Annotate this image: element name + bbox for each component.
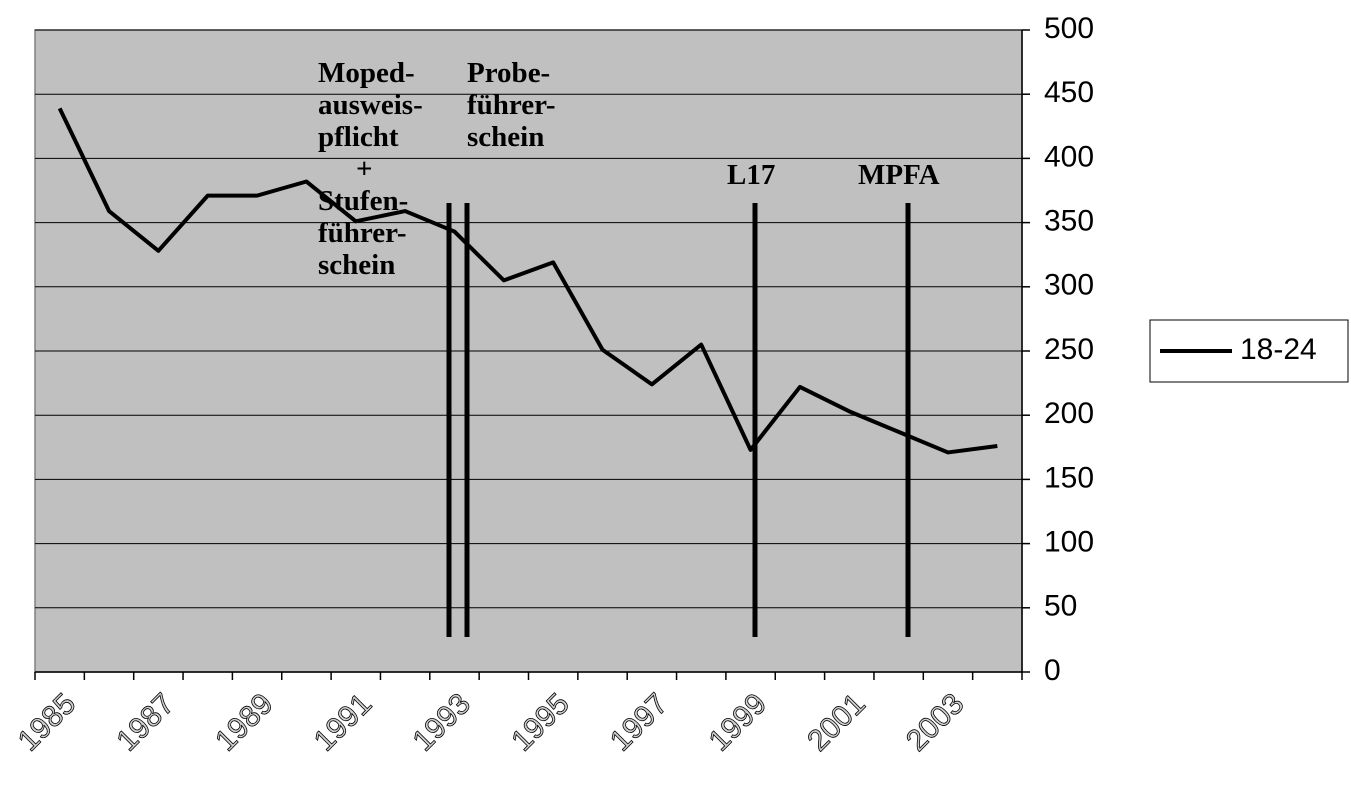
x-tick-label: 1989 bbox=[209, 687, 280, 758]
annotation-text: Probe- bbox=[467, 57, 550, 89]
x-tick-label: 1991 bbox=[308, 687, 379, 758]
y-tick-label: 50 bbox=[1044, 590, 1077, 623]
y-tick-label: 150 bbox=[1044, 461, 1094, 494]
x-tick-label: 1987 bbox=[110, 687, 181, 758]
x-tick-label: 2003 bbox=[900, 687, 971, 758]
annotation-text: schein bbox=[467, 121, 544, 153]
annotation-text: schein bbox=[318, 249, 395, 281]
annotation-text: ausweis- bbox=[318, 89, 423, 121]
y-tick-label: 0 bbox=[1044, 654, 1061, 687]
y-tick-label: 400 bbox=[1044, 140, 1094, 173]
annotation-text: pflicht bbox=[318, 121, 399, 153]
y-tick-label: 250 bbox=[1044, 333, 1094, 366]
y-tick-label: 450 bbox=[1044, 76, 1094, 109]
y-tick-label: 350 bbox=[1044, 205, 1094, 238]
annotation-text: + bbox=[356, 153, 373, 185]
x-tick-label: 1999 bbox=[703, 687, 774, 758]
x-tick-label: 1993 bbox=[406, 687, 477, 758]
annotation-text: MPFA bbox=[858, 159, 940, 191]
x-tick-label: 1985 bbox=[12, 687, 83, 758]
annotation-text: führer- bbox=[467, 89, 556, 121]
legend-label: 18-24 bbox=[1240, 333, 1317, 366]
data-line bbox=[57, 107, 998, 455]
x-tick-label: 1995 bbox=[505, 687, 576, 758]
y-tick-label: 200 bbox=[1044, 397, 1094, 430]
x-tick-label: 2001 bbox=[801, 687, 872, 758]
y-tick-label: 300 bbox=[1044, 269, 1094, 302]
y-tick-label: 500 bbox=[1044, 12, 1094, 45]
x-tick-label: 1997 bbox=[604, 687, 675, 758]
y-tick-label: 100 bbox=[1044, 526, 1094, 559]
annotation-text: führer- bbox=[318, 217, 407, 249]
annotation-text: L17 bbox=[727, 159, 775, 191]
annotation-text: Moped- bbox=[318, 57, 415, 89]
